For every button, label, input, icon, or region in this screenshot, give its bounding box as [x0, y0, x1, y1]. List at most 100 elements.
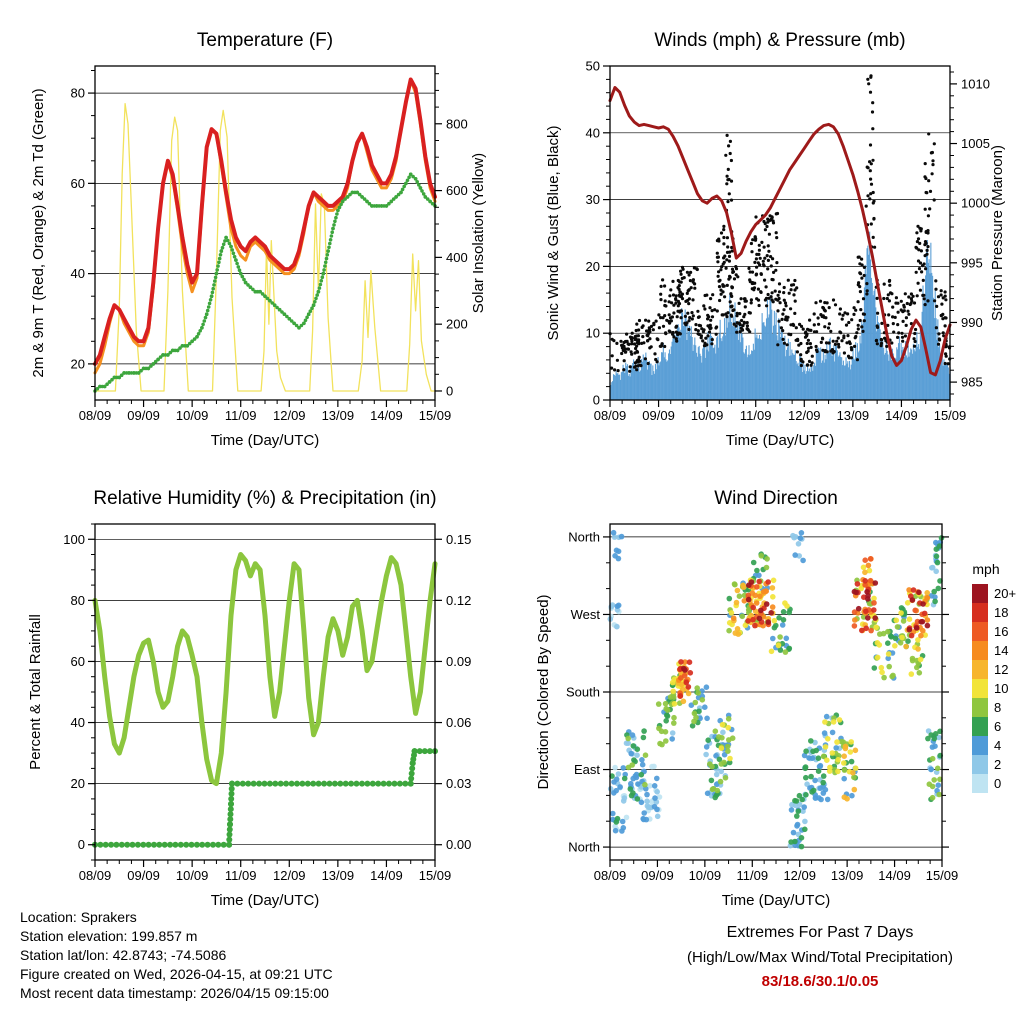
station-location: Location: Sprakers — [20, 909, 137, 925]
svg-text:Sonic Wind & Gust (Blue, Black: Sonic Wind & Gust (Blue, Black) — [545, 125, 562, 340]
svg-text:200: 200 — [446, 317, 468, 332]
svg-text:0: 0 — [78, 837, 85, 852]
svg-text:08/09: 08/09 — [79, 408, 112, 423]
svg-text:20: 20 — [71, 356, 85, 371]
axes: 08/09 09/09 10/09 11/09 12/09 13/09 14/09 15/09… — [535, 488, 958, 909]
svg-text:09/09: 09/09 — [642, 408, 675, 423]
svg-text:600: 600 — [446, 183, 468, 198]
svg-text:0: 0 — [446, 383, 453, 398]
svg-text:800: 800 — [446, 116, 468, 131]
svg-text:2m & 9m T (Red, Orange) & 2m T: 2m & 9m T (Red, Orange) & 2m Td (Green) — [30, 88, 47, 377]
series-sonic-wind — [609, 231, 951, 400]
svg-text:Time (Day/UTC): Time (Day/UTC) — [726, 432, 835, 449]
svg-text:13/09: 13/09 — [322, 868, 355, 883]
series-station-pressure — [608, 86, 952, 377]
svg-text:8: 8 — [994, 700, 1001, 715]
svg-text:40: 40 — [71, 266, 85, 281]
svg-text:14/09: 14/09 — [878, 868, 911, 883]
svg-text:mph: mph — [972, 561, 999, 577]
svg-text:09/09: 09/09 — [127, 408, 160, 423]
svg-text:12: 12 — [994, 662, 1008, 677]
svg-text:0.06: 0.06 — [446, 715, 471, 730]
svg-text:2: 2 — [994, 757, 1001, 772]
series-total-precip — [92, 748, 438, 848]
svg-text:09/09: 09/09 — [127, 868, 160, 883]
station-elevation: Station elevation: 199.857 m — [20, 928, 198, 944]
svg-text:0.12: 0.12 — [446, 593, 471, 608]
svg-text:1010: 1010 — [961, 76, 990, 91]
svg-text:West: West — [571, 607, 601, 622]
svg-text:15/09: 15/09 — [419, 408, 452, 423]
svg-text:Direction (Colored By Speed): Direction (Colored By Speed) — [535, 594, 552, 789]
svg-text:20: 20 — [71, 776, 85, 791]
svg-text:11/09: 11/09 — [225, 408, 257, 423]
svg-text:50: 50 — [586, 59, 600, 74]
svg-text:995: 995 — [961, 255, 983, 270]
plot: 08/09 09/09 10/09 11/09 12/09 13/09 14/09 15/09… — [545, 30, 1006, 449]
svg-text:20: 20 — [586, 259, 600, 274]
svg-text:11/09: 11/09 — [740, 408, 772, 423]
wind-direction-chart: 08/09 09/09 10/09 11/09 12/09 13/09 14/09 15/09… — [535, 488, 1016, 909]
svg-text:14/09: 14/09 — [370, 868, 403, 883]
svg-text:09/09: 09/09 — [641, 868, 674, 883]
svg-text:10: 10 — [586, 326, 600, 341]
svg-text:08/09: 08/09 — [594, 408, 627, 423]
svg-text:Temperature (F): Temperature (F) — [197, 30, 333, 51]
svg-text:6: 6 — [994, 719, 1001, 734]
svg-text:North: North — [568, 529, 600, 544]
svg-text:Time (Day/UTC): Time (Day/UTC) — [722, 892, 831, 909]
series-wind-direction-points — [607, 529, 945, 850]
svg-text:4: 4 — [994, 738, 1001, 753]
axes: 08/09 09/09 10/09 11/09 12/09 13/09 14/09 15/09… — [30, 30, 487, 449]
extremes-values: 83/18.6/30.1/0.05 — [761, 973, 879, 990]
svg-text:0.03: 0.03 — [446, 776, 471, 791]
station-latlon: Station lat/lon: 42.8743; -74.5086 — [20, 947, 227, 963]
svg-text:990: 990 — [961, 315, 983, 330]
svg-text:40: 40 — [71, 715, 85, 730]
svg-text:60: 60 — [71, 654, 85, 669]
svg-text:13/09: 13/09 — [831, 868, 864, 883]
svg-text:20+: 20+ — [994, 586, 1016, 601]
svg-text:0.15: 0.15 — [446, 532, 471, 547]
series-relative-humidity — [92, 552, 438, 787]
svg-text:14: 14 — [994, 643, 1008, 658]
svg-text:60: 60 — [71, 176, 85, 191]
svg-text:11/09: 11/09 — [736, 868, 768, 883]
series-temp-2m — [93, 77, 437, 366]
svg-text:North: North — [568, 840, 600, 855]
svg-text:30: 30 — [586, 192, 600, 207]
svg-text:12/09: 12/09 — [273, 408, 306, 423]
svg-text:0: 0 — [994, 776, 1001, 791]
svg-text:15/09: 15/09 — [926, 868, 959, 883]
temperature-chart: 08/09 09/09 10/09 11/09 12/09 13/09 14/09 15/09… — [30, 30, 487, 449]
svg-text:1000: 1000 — [961, 196, 990, 211]
svg-text:12/09: 12/09 — [273, 868, 306, 883]
svg-text:10/09: 10/09 — [691, 408, 724, 423]
figure-created: Figure created on Wed, 2026-04-15, at 09… — [20, 966, 333, 982]
svg-text:Station Pressure (Maroon): Station Pressure (Maroon) — [989, 145, 1006, 321]
extremes-summary: Extremes For Past 7 Days (High/Low/Max W… — [600, 924, 1024, 990]
svg-text:100: 100 — [63, 532, 85, 547]
svg-text:16: 16 — [994, 624, 1008, 639]
svg-text:12/09: 12/09 — [783, 868, 816, 883]
svg-text:40: 40 — [586, 125, 600, 140]
svg-text:11/09: 11/09 — [225, 868, 257, 883]
axes: 08/09 09/09 10/09 11/09 12/09 13/09 14/09 15/09… — [545, 30, 1006, 449]
svg-text:18: 18 — [994, 605, 1008, 620]
plot: 08/09 09/09 10/09 11/09 12/09 13/09 14/09 15/09… — [535, 488, 1016, 909]
svg-text:10/09: 10/09 — [176, 868, 209, 883]
svg-text:10: 10 — [994, 681, 1008, 696]
svg-text:0: 0 — [593, 393, 600, 408]
svg-text:15/09: 15/09 — [419, 868, 452, 883]
plot: 08/09 09/09 10/09 11/09 12/09 13/09 14/09 15/09… — [30, 30, 487, 449]
svg-text:400: 400 — [446, 250, 468, 265]
svg-text:985: 985 — [961, 375, 983, 390]
svg-text:Time (Day/UTC): Time (Day/UTC) — [211, 892, 320, 909]
svg-text:80: 80 — [71, 86, 85, 101]
station-info: Location: Sprakers Station elevation: 19… — [20, 908, 333, 1003]
svg-text:08/09: 08/09 — [79, 868, 112, 883]
svg-text:Wind Direction: Wind Direction — [714, 488, 838, 509]
svg-text:Percent & Total Rainfall: Percent & Total Rainfall — [27, 614, 44, 770]
axes: 08/09 09/09 10/09 11/09 12/09 13/09 14/09 15/09… — [27, 488, 471, 909]
